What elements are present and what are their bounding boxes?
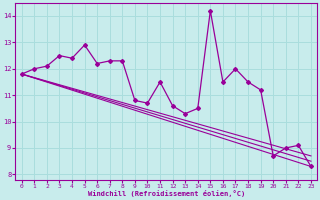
X-axis label: Windchill (Refroidissement éolien,°C): Windchill (Refroidissement éolien,°C)	[88, 190, 245, 197]
